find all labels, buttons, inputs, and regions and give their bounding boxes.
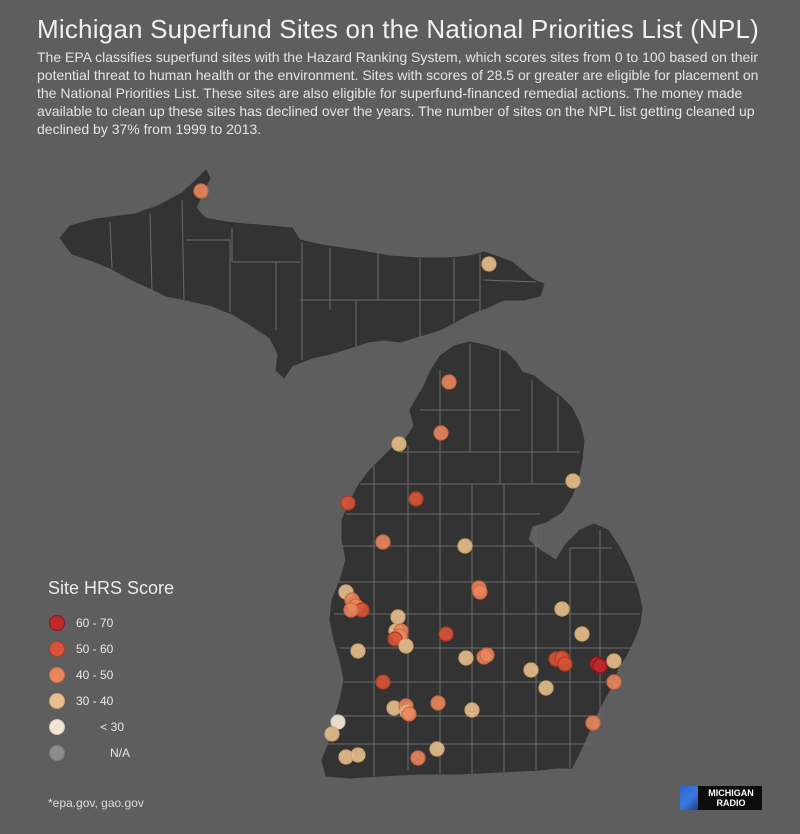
superfund-site-marker[interactable]: [538, 680, 554, 696]
superfund-site-marker[interactable]: [458, 650, 474, 666]
superfund-site-marker[interactable]: [606, 674, 622, 690]
superfund-site-marker[interactable]: [523, 662, 539, 678]
legend-label: 50 - 60: [76, 642, 114, 656]
superfund-site-marker[interactable]: [375, 534, 391, 550]
superfund-site-marker[interactable]: [391, 436, 407, 452]
michigan-radio-logo: MICHIGAN RADIO: [680, 786, 762, 810]
logo-line-2: RADIO: [716, 798, 746, 808]
superfund-site-marker[interactable]: [585, 715, 601, 731]
superfund-site-marker[interactable]: [350, 643, 366, 659]
legend-item-30-40: 30 - 40: [48, 693, 174, 719]
upper-peninsula: [59, 169, 545, 379]
legend-swatch: [49, 719, 65, 735]
superfund-site-marker[interactable]: [433, 425, 449, 441]
legend-label: < 30: [100, 720, 124, 734]
logo-mark-icon: [680, 786, 698, 810]
superfund-sites: [193, 183, 622, 766]
superfund-site-marker[interactable]: [390, 609, 406, 625]
superfund-site-marker[interactable]: [557, 656, 573, 672]
logo-line-1: MICHIGAN: [708, 788, 754, 798]
superfund-site-marker[interactable]: [340, 495, 356, 511]
superfund-site-marker[interactable]: [429, 741, 445, 757]
legend-item-50-60: 50 - 60: [48, 641, 174, 667]
superfund-site-marker[interactable]: [408, 491, 424, 507]
lower-peninsula-land: [321, 341, 643, 779]
legend-label: N/A: [109, 746, 130, 760]
superfund-site-marker[interactable]: [330, 714, 346, 730]
superfund-site-marker[interactable]: [592, 658, 608, 674]
map-description: The EPA classifies superfund sites with …: [37, 49, 759, 137]
legend-swatch: [49, 693, 65, 709]
superfund-site-marker[interactable]: [479, 647, 495, 663]
superfund-site-marker[interactable]: [554, 601, 570, 617]
superfund-site-marker[interactable]: [464, 702, 480, 718]
legend-label: 40 - 50: [76, 668, 114, 682]
superfund-site-marker[interactable]: [350, 747, 366, 763]
superfund-site-marker[interactable]: [438, 626, 454, 642]
superfund-site-marker[interactable]: [481, 256, 497, 272]
map-title: Michigan Superfund Sites on the National…: [37, 14, 759, 44]
legend-swatch: [49, 667, 65, 683]
logo-text: MICHIGAN RADIO: [702, 788, 760, 808]
superfund-site-marker[interactable]: [398, 638, 414, 654]
superfund-site-marker[interactable]: [401, 706, 417, 722]
legend-title: Site HRS Score: [48, 578, 175, 598]
superfund-site-marker[interactable]: [387, 631, 403, 647]
legend-item-na: N/A: [48, 745, 174, 771]
legend-swatch: [49, 615, 65, 631]
superfund-site-marker[interactable]: [574, 626, 590, 642]
superfund-site-marker[interactable]: [193, 183, 209, 199]
legend-item-under-30: < 30: [48, 719, 174, 745]
lower-peninsula: [321, 341, 643, 779]
upper-peninsula-county-lines: [109, 199, 537, 360]
superfund-site-marker[interactable]: [606, 653, 622, 669]
superfund-site-marker[interactable]: [441, 374, 457, 390]
legend-item-60-70: 60 - 70: [48, 615, 174, 641]
superfund-site-marker[interactable]: [457, 538, 473, 554]
legend-swatch: [49, 745, 65, 761]
legend: Site HRS Score 60 - 70 50 - 60 40 - 50 3…: [48, 578, 174, 771]
superfund-site-marker[interactable]: [430, 695, 446, 711]
legend-label: 30 - 40: [76, 694, 114, 708]
legend-item-40-50: 40 - 50: [48, 667, 174, 693]
superfund-site-marker[interactable]: [343, 602, 359, 618]
superfund-site-marker[interactable]: [410, 750, 426, 766]
superfund-site-marker[interactable]: [375, 674, 391, 690]
superfund-site-marker[interactable]: [565, 473, 581, 489]
source-note: *epa.gov, gao.gov: [48, 796, 144, 810]
legend-label: 60 - 70: [76, 616, 114, 630]
legend-swatch: [49, 641, 65, 657]
superfund-site-marker[interactable]: [472, 584, 488, 600]
superfund-site-marker[interactable]: [324, 726, 340, 742]
